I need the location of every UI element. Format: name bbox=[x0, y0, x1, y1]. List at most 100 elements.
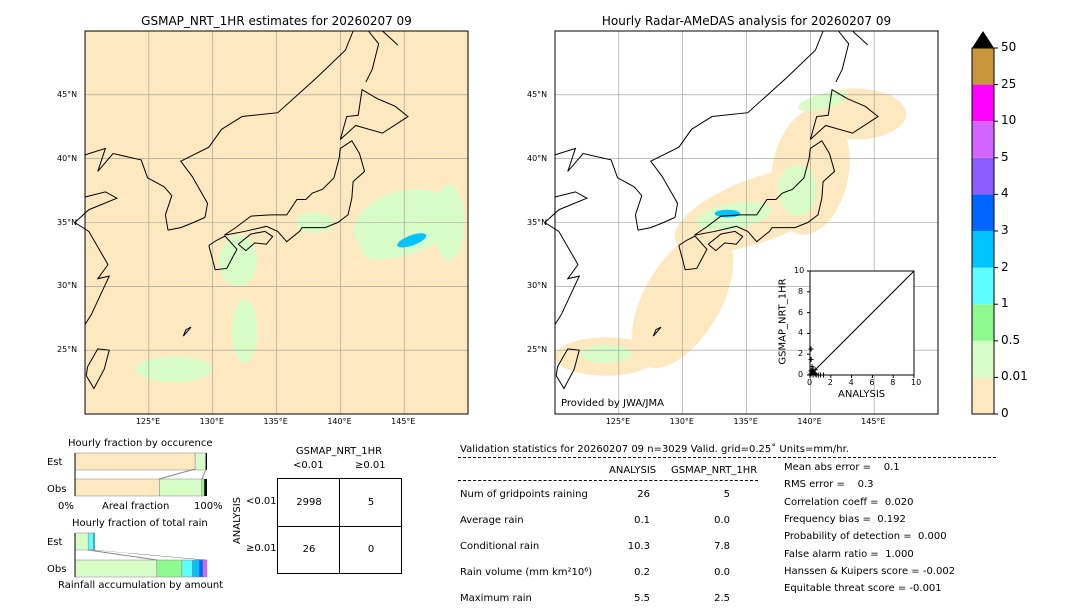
stat-gsmap-value: 5 bbox=[723, 489, 730, 500]
colorbar-label: 1 bbox=[1001, 296, 1009, 311]
scatter-point bbox=[812, 367, 818, 373]
fraction-bar-segment bbox=[194, 452, 206, 471]
colorbar-bin bbox=[972, 48, 994, 85]
lat-tick-label: 30°N bbox=[57, 281, 78, 291]
colorbar-bin bbox=[972, 121, 994, 158]
score-line: False alarm ratio = 1.000 bbox=[784, 548, 914, 560]
scatter-point bbox=[808, 356, 814, 362]
score-line: Mean abs error = 0.1 bbox=[784, 462, 900, 473]
connector bbox=[87, 549, 158, 561]
stat-row-label: Num of gridpoints raining bbox=[460, 489, 588, 500]
coastline bbox=[85, 348, 110, 390]
rain-est-label: Est bbox=[47, 537, 63, 548]
coastline bbox=[544, 222, 581, 325]
lon-tick-label: 140°E bbox=[327, 417, 352, 426]
lon-tick-label: 145°E bbox=[861, 417, 886, 426]
scatter-diagonal bbox=[809, 270, 915, 376]
coastline bbox=[208, 236, 238, 271]
scatter-point bbox=[821, 372, 827, 378]
cell-hits-none: 2998 bbox=[296, 497, 322, 508]
scatter-ytick-label: 10 bbox=[794, 266, 805, 275]
coastline bbox=[237, 230, 274, 252]
stat-row-label: Conditional rain bbox=[460, 541, 540, 552]
cell-miss: 26 bbox=[302, 544, 316, 555]
scatter-ylabel: GSMAP_NRT_1HR bbox=[777, 278, 789, 365]
lat-tick-label: 30°N bbox=[527, 281, 548, 291]
stat-analysis-value: 5.5 bbox=[634, 593, 650, 604]
contingency-table: 2998 5 26 0 bbox=[277, 478, 402, 574]
stat-analysis-value: 26 bbox=[637, 489, 650, 500]
lat-tick-label: 45°N bbox=[527, 89, 548, 99]
coastline bbox=[382, 30, 399, 46]
right-map-title: Hourly Radar-AMeDAS analysis for 2026020… bbox=[601, 14, 892, 28]
lon-tick-label: 135°E bbox=[263, 417, 288, 426]
rain-obs-label: Obs bbox=[47, 564, 67, 575]
score-line: Frequency bias = 0.192 bbox=[784, 513, 906, 525]
map-0 bbox=[74, 30, 469, 415]
map-credit: Provided by JWA/JMA bbox=[561, 398, 664, 409]
colorbar-label: 25 bbox=[1001, 76, 1017, 91]
contingency-row-0: <0.01 bbox=[246, 496, 277, 507]
fraction-bar-segment bbox=[93, 532, 96, 551]
coastline bbox=[167, 216, 206, 231]
scatter-xtick-label: 6 bbox=[869, 378, 875, 387]
rain-fraction-title: Hourly fraction of total rain bbox=[72, 518, 208, 529]
colorbar-label: 0 bbox=[1001, 406, 1009, 420]
lat-tick-label: 25°N bbox=[57, 345, 78, 355]
map-frame bbox=[554, 30, 939, 415]
connector bbox=[93, 550, 207, 560]
scatter-point bbox=[808, 368, 814, 374]
colorbar-bin bbox=[972, 304, 994, 341]
colorbar-bin bbox=[972, 194, 994, 231]
scatter-xlabel: ANALYSIS bbox=[838, 389, 886, 400]
rain-xlabel: Rainfall accumulation by amount bbox=[58, 580, 224, 591]
rain-area bbox=[714, 209, 741, 218]
colorbar-bin bbox=[972, 340, 994, 378]
lat-tick-label: 25°N bbox=[527, 345, 548, 355]
stat-gsmap-value: 7.8 bbox=[714, 541, 730, 552]
colorbar-label: 2 bbox=[1001, 259, 1009, 274]
fraction-bar-segment bbox=[159, 478, 202, 497]
fraction-bar-segment bbox=[198, 559, 204, 578]
stat-analysis-value: 0.2 bbox=[634, 567, 650, 578]
stat-row-label: Maximum rain bbox=[460, 593, 532, 604]
stats-col-gsmap: GSMAP_NRT_1HR bbox=[671, 465, 758, 476]
fraction-bar-segment bbox=[202, 559, 208, 578]
score-line: Correlation coeff = 0.020 bbox=[784, 496, 914, 508]
lat-tick-label: 35°N bbox=[57, 217, 78, 227]
colorbar-bin bbox=[972, 377, 994, 414]
scatter-ytick-label: 0 bbox=[798, 370, 804, 379]
scatter-point bbox=[809, 364, 815, 370]
occ-obs-label: Obs bbox=[47, 484, 67, 495]
cell-false-alarm: 5 bbox=[367, 497, 375, 508]
scatter-xtick-label: 4 bbox=[848, 378, 854, 387]
scatter-ytick-label: 6 bbox=[798, 307, 804, 317]
colorbar-bin bbox=[972, 157, 994, 195]
fraction-bar-segment bbox=[205, 453, 207, 470]
colorbar-label: 0.5 bbox=[1001, 332, 1021, 347]
score-line: Equitable threat score = -0.001 bbox=[784, 583, 942, 595]
stat-analysis-value: 0.1 bbox=[634, 515, 650, 526]
scatter-point bbox=[808, 346, 814, 352]
stats-col-analysis: ANALYSIS bbox=[609, 465, 657, 476]
fraction-bar-segment bbox=[74, 478, 160, 497]
rain-area bbox=[360, 223, 435, 260]
coastline bbox=[339, 88, 409, 140]
coastline bbox=[182, 326, 192, 337]
lon-tick-label: 145°E bbox=[391, 417, 416, 426]
stat-gsmap-value: 0.0 bbox=[714, 567, 730, 578]
lon-tick-label: 135°E bbox=[733, 417, 758, 426]
lon-tick-label: 125°E bbox=[605, 417, 631, 426]
fraction-bar-segment bbox=[181, 559, 193, 578]
lat-tick-label: 40°N bbox=[527, 153, 548, 163]
fraction-bar-segment bbox=[204, 479, 207, 496]
lon-tick-label: 125°E bbox=[135, 417, 161, 426]
coastline bbox=[707, 230, 744, 252]
colorbar-extend-triangle bbox=[972, 31, 994, 48]
coastline bbox=[809, 88, 879, 140]
lat-tick-label: 40°N bbox=[57, 153, 78, 163]
rain-area bbox=[798, 91, 848, 112]
colorbar-bin bbox=[972, 84, 994, 122]
scatter-ytick-label: 4 bbox=[798, 328, 804, 338]
